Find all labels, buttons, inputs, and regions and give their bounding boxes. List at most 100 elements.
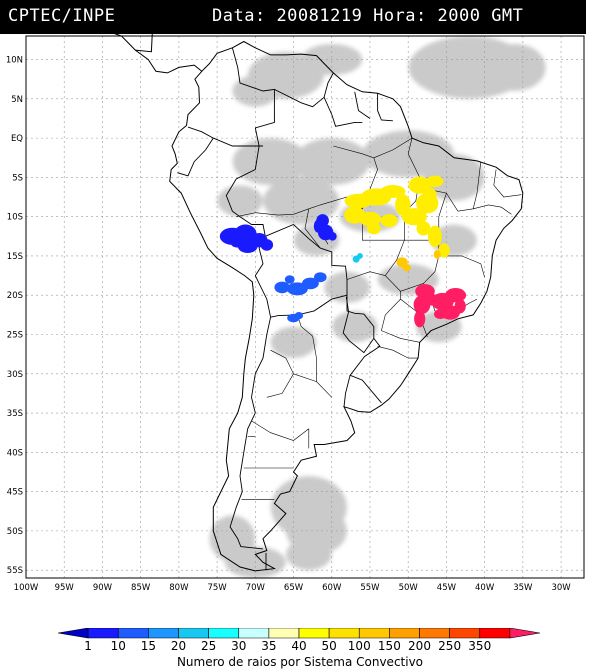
colorbar-box — [419, 628, 450, 639]
state-border — [293, 373, 317, 382]
storm-cell — [286, 282, 308, 296]
state-border — [297, 314, 333, 398]
cloud-patch — [423, 153, 485, 201]
storm-cell — [422, 187, 437, 202]
colorbar-box — [389, 628, 420, 639]
storm-cell — [314, 272, 327, 283]
colorbar-tick-label: 25 — [201, 639, 216, 650]
lat-tick-label: 50S — [7, 527, 23, 537]
colorbar-tick-label: 150 — [378, 639, 401, 650]
storm-cell — [380, 214, 398, 228]
colorbar-box — [509, 628, 541, 639]
lat-tick-label: 35S — [7, 409, 23, 419]
lon-tick-label: 50W — [399, 583, 419, 593]
storm-cell — [274, 281, 290, 294]
country-border — [177, 137, 214, 177]
datetime-label: Data: 20081219 Hora: 2000 GMT — [212, 6, 523, 26]
state-border — [251, 420, 309, 441]
state-border — [400, 255, 440, 292]
cloud-patch — [232, 138, 309, 186]
colorbar-tick-label: 50 — [321, 639, 336, 650]
coastline-borders — [25, 0, 524, 572]
storm-cell — [438, 243, 450, 258]
rio-cluster — [431, 288, 467, 320]
data-label: Data: — [212, 6, 266, 26]
cloud-patch — [286, 538, 332, 571]
storm-layer — [219, 175, 467, 328]
country-border — [343, 375, 351, 407]
colorbar-box — [57, 628, 89, 639]
lon-tick-label: 35W — [513, 583, 533, 593]
central-america-coastline — [25, 1, 203, 74]
storm-cell — [434, 309, 447, 320]
country-border — [323, 97, 363, 127]
storm-cell — [313, 219, 323, 233]
colorbar-tick-label: 10 — [111, 639, 126, 650]
country-border — [225, 127, 260, 225]
colorbar-box — [479, 628, 511, 639]
colorbar-title: Numero de raios por Sistema Convectivo — [176, 655, 424, 669]
lat-tick-label: 40S — [7, 448, 23, 458]
country-border — [270, 294, 348, 318]
colorbar-box — [87, 628, 119, 639]
colorbar-box — [268, 628, 300, 639]
lat-tick-label: EQ — [11, 134, 23, 144]
lon-tick-label: 65W — [284, 583, 304, 593]
storm-cell — [260, 239, 274, 251]
colorbar-tick-label: 15 — [141, 639, 156, 650]
storm-cell — [445, 288, 467, 303]
storm-cell — [366, 222, 381, 235]
storm-cell — [380, 185, 406, 198]
goias-cluster — [396, 250, 441, 272]
date-value: 20081219 — [276, 6, 363, 26]
storm-cell — [230, 237, 244, 248]
country-border — [254, 275, 272, 318]
lat-tick-label: 10S — [7, 213, 23, 223]
cloud-patch — [263, 177, 340, 225]
cloud-patch — [217, 185, 263, 217]
cloud-patch — [331, 311, 378, 343]
colorbar-tick-label: 20 — [171, 639, 186, 650]
lat-lon-grid — [26, 36, 584, 578]
country-border — [342, 296, 375, 354]
south-america-coastline — [169, 40, 524, 572]
storm-cell — [357, 253, 363, 259]
lon-tick-label: 40W — [475, 583, 495, 593]
state-border — [493, 169, 522, 198]
acre-bolivia-cluster — [219, 224, 274, 253]
colorbar-box — [298, 628, 330, 639]
colorbar-tick-label: 40 — [291, 639, 306, 650]
colorbar-tick-label: 350 — [468, 639, 491, 650]
para-cluster — [344, 185, 406, 235]
colorbar-tick-label: 35 — [261, 639, 276, 650]
colorbar-box — [238, 628, 270, 639]
matogrosso-cluster — [352, 253, 363, 263]
colorbar-box — [178, 628, 209, 639]
storm-cell — [416, 221, 431, 236]
cloud-patch — [484, 44, 546, 91]
lon-tick-label: 45W — [437, 583, 457, 593]
lat-tick-label: 5S — [12, 173, 23, 183]
storm-cell — [328, 232, 337, 241]
time-value: 2000 GMT — [437, 6, 524, 26]
colorbar-box — [358, 628, 390, 639]
lon-tick-label: 60W — [322, 583, 342, 593]
storm-cell — [358, 211, 382, 227]
lon-tick-label: 85W — [131, 583, 151, 593]
lon-tick-label: 95W — [55, 583, 75, 593]
storm-cell — [302, 277, 319, 290]
cloud-layer — [209, 36, 546, 578]
map-panel: 10N 5N EQ 5S 10S 15S 20S 25S 30S 35S 40S 45S 50S 55S 1… — [0, 0, 600, 600]
storm-cell — [395, 194, 411, 216]
map-frame — [25, 35, 585, 579]
lon-tick-label: 75W — [207, 583, 227, 593]
storm-cell — [427, 225, 442, 248]
country-border — [274, 72, 334, 108]
lon-tick-label: 30W — [551, 583, 571, 593]
lat-tick-label: 5N — [11, 95, 23, 105]
header-bar: CPTEC/INPE Data: 20081219 Hora: 2000 GMT — [0, 0, 586, 34]
colorbar: 1 10 15 20 25 30 35 40 50 100 150 200 250 350 — [57, 628, 541, 650]
state-border — [473, 204, 512, 215]
hora-label: Hora: — [373, 6, 427, 26]
chaco-cluster — [287, 312, 304, 323]
